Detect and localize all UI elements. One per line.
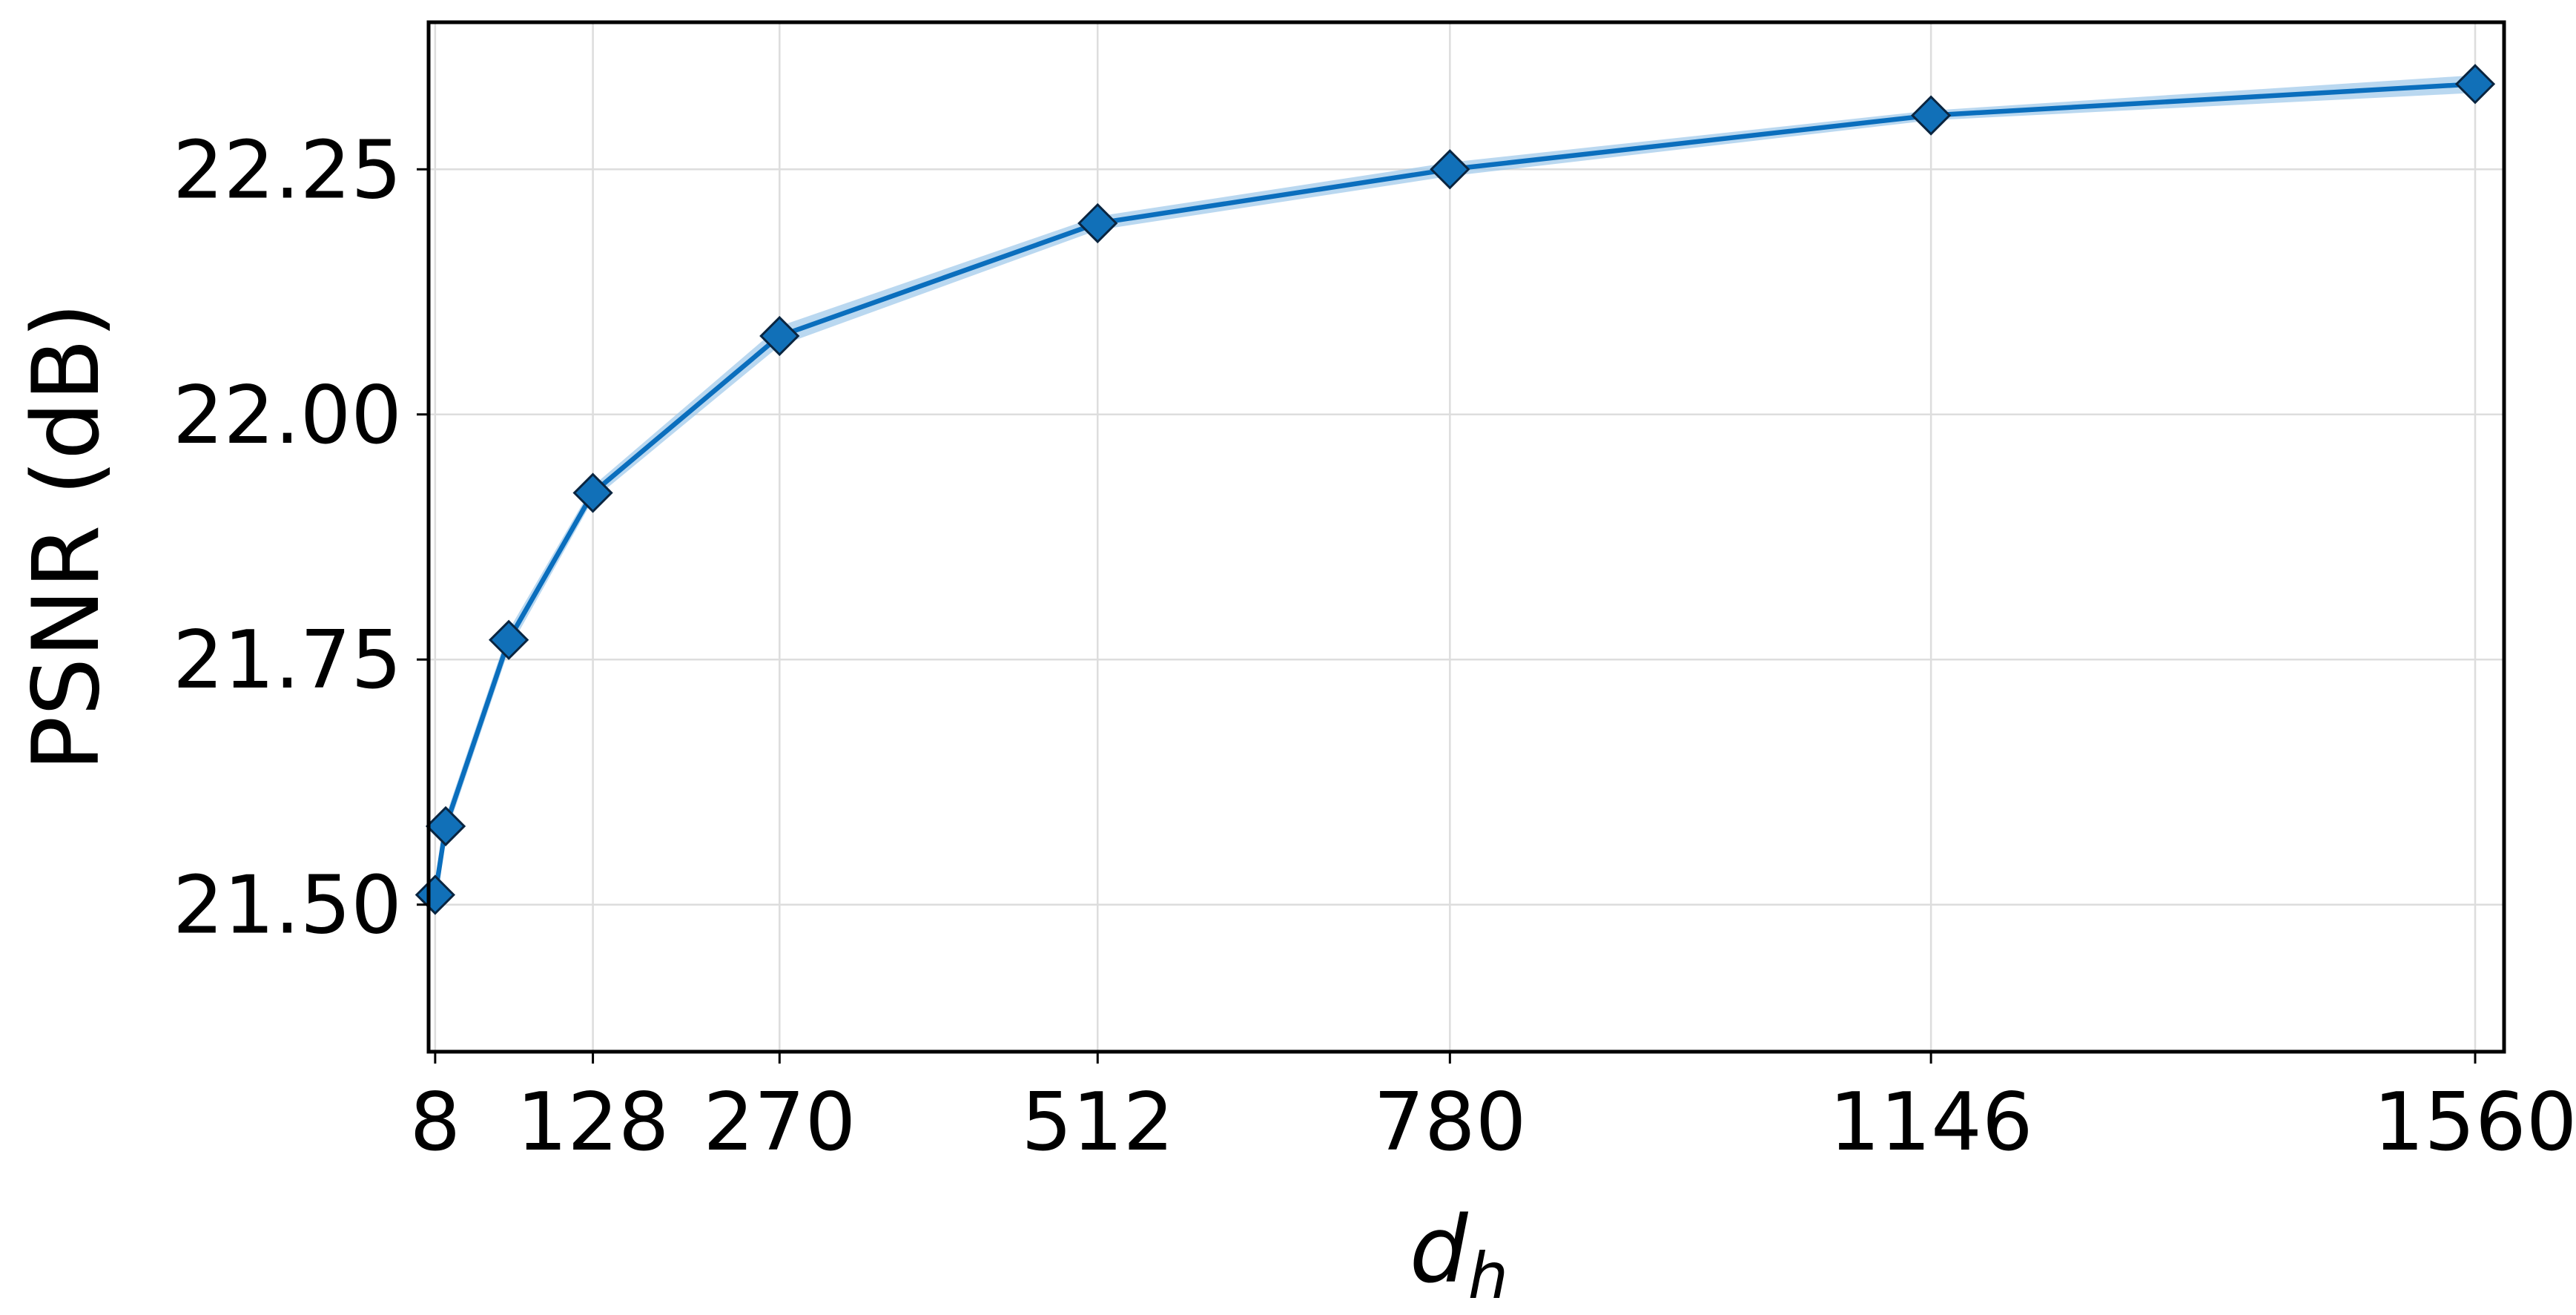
y-tick-label: 22.25	[173, 124, 402, 217]
y-tick-label: 22.00	[173, 369, 402, 462]
data-point-marker	[489, 619, 529, 660]
x-tick-label: 128	[517, 1076, 670, 1169]
y-tick-label: 21.75	[173, 614, 402, 707]
marker-layer	[415, 64, 2496, 915]
data-point-marker	[1077, 202, 1118, 244]
series-line	[432, 82, 2476, 895]
x-tick-label: 780	[1373, 1076, 1526, 1169]
x-axis-title-subscript: h	[1468, 1239, 1509, 1314]
confidence-band	[435, 75, 2476, 905]
x-tick-label: 8	[410, 1076, 461, 1169]
x-axis-title: dh	[1410, 1197, 1508, 1314]
x-axis-ticks: 8 128 270 512 780 1146 1560	[410, 1052, 2576, 1169]
x-axis-title-main: d	[1410, 1197, 1469, 1304]
confidence-band-layer	[435, 75, 2476, 905]
x-tick-label: 1560	[2374, 1076, 2576, 1169]
x-tick-label: 1146	[1829, 1076, 2033, 1169]
x-tick-label: 512	[1021, 1076, 1174, 1169]
y-tick-label: 21.50	[173, 860, 402, 952]
y-axis-ticks: 21.50 21.75 22.00 22.25	[173, 124, 429, 952]
series-line-layer	[432, 82, 2476, 895]
data-point-marker	[1911, 95, 1952, 136]
grid	[429, 22, 2504, 1052]
data-point-marker	[2454, 64, 2496, 105]
data-point-marker	[759, 315, 800, 357]
data-point-marker	[415, 874, 455, 915]
data-point-marker	[1430, 149, 1470, 190]
x-tick-label: 270	[703, 1076, 856, 1169]
y-axis-title: PSNR (dB)	[13, 303, 120, 771]
data-point-marker	[572, 472, 613, 513]
plot-area-frame	[426, 20, 2506, 1054]
data-point-marker	[425, 805, 466, 847]
